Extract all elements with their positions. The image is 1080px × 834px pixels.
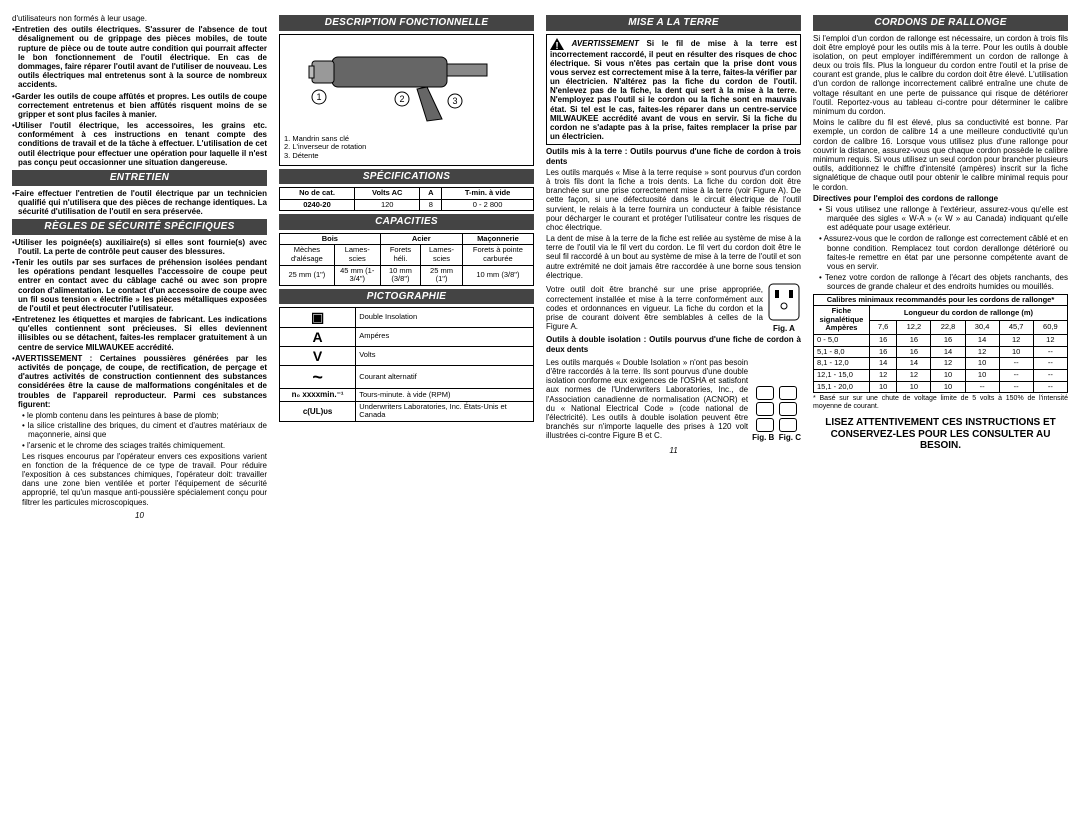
pictography-table: ▣Double Insolation AAmpéres VVolts ~Cour… bbox=[279, 307, 534, 421]
svg-text:!: ! bbox=[555, 41, 558, 50]
subbullet-lead: le plomb contenu dans les peintures à ba… bbox=[22, 411, 267, 420]
figure-a: Fig. A bbox=[767, 282, 801, 333]
capacities-table: BoisAcierMaçonnerie Mèches d'alésageLame… bbox=[279, 233, 534, 286]
sub1-heading: Outils mis à la terre : Outils pourvus d… bbox=[546, 147, 801, 165]
ext-p1: Si l'emploi d'un cordon de rallonge est … bbox=[813, 34, 1068, 117]
figures-bc: Fig. B Fig. C bbox=[752, 385, 801, 442]
sub1-p2: La dent de mise à la terre de la fiche e… bbox=[546, 234, 801, 280]
header-grounding: MISE A LA TERRE bbox=[546, 15, 801, 31]
sub2-heading: Outils à double isolation : Outils pourv… bbox=[546, 335, 801, 353]
bullet-aux-handle: Utiliser les poignée(s) auxiliaire(s) si… bbox=[12, 238, 267, 256]
gauge-table: Calibres minimaux recommandés pour les c… bbox=[813, 294, 1068, 394]
dir-3: Tenez votre cordon de rallonge à l'écart… bbox=[819, 273, 1068, 291]
subbullet-silica: la silice cristalline des briques, du ci… bbox=[22, 421, 267, 439]
directives-heading: Directives pour l'emploi des cordons de … bbox=[813, 194, 1068, 203]
header-extension: CORDONS DE RALLONGE bbox=[813, 15, 1068, 31]
header-description: DESCRIPTION FONCTIONNELLE bbox=[279, 15, 534, 31]
header-pictography: PICTOGRAPHIE bbox=[279, 289, 534, 305]
column-2: DESCRIPTION FONCTIONNELLE 1 2 3 1. Mandr… bbox=[279, 12, 534, 520]
dir-1: Si vous utilisez une rallonge à l'extéri… bbox=[819, 205, 1068, 233]
header-safety-rules: RÈGLES DE SÉCURITÉ SPÉCIFIQUES bbox=[12, 219, 267, 235]
grounding-warning: ! AVERTISSEMENT Si le fil de mise à la t… bbox=[546, 34, 801, 146]
ext-p2: Moins le calibre du fil est élevé, plus … bbox=[813, 118, 1068, 192]
svg-text:1: 1 bbox=[316, 92, 321, 102]
bullet-accessories: Utiliser l'outil électrique, les accesso… bbox=[12, 121, 267, 167]
bullet-dust-warning: AVERTISSEMENT : Certaines poussières gén… bbox=[12, 354, 267, 409]
table-footnote: * Basé sur sur une chute de voltage limi… bbox=[813, 395, 1068, 411]
callout-3: 3. Détente bbox=[284, 152, 529, 161]
specs-table: No de cat.Volts AC AT-min. à vide 0240-2… bbox=[279, 187, 534, 211]
header-specs: SPÉCIFICATIONS bbox=[279, 169, 534, 185]
column-3: MISE A LA TERRE ! AVERTISSEMENT Si le fi… bbox=[546, 12, 801, 520]
warning-icon: ! bbox=[550, 38, 564, 50]
page-number-left: 10 bbox=[12, 511, 267, 520]
sub1-p1: Les outils marqués « Mise à la terre req… bbox=[546, 168, 801, 232]
subbullet-arsenic: l'arsenic et le chrome des sciages trait… bbox=[22, 441, 267, 450]
page-number-right: 11 bbox=[546, 446, 801, 455]
svg-text:2: 2 bbox=[399, 94, 404, 104]
dir-2: Assurez-vous que le cordon de rallonge e… bbox=[819, 234, 1068, 271]
bullet-maintain: Entretien des outils électriques. S'assu… bbox=[12, 25, 267, 89]
bullet-insulated-grip: Tenir les outils par ses surfaces de pré… bbox=[12, 258, 267, 313]
callout-2: 2. L'inverseur de rotation bbox=[284, 143, 529, 152]
header-entretien: ENTRETIEN bbox=[12, 170, 267, 186]
bullet-sharp: Garder les outils de coupe affûtés et pr… bbox=[12, 92, 267, 120]
svg-text:3: 3 bbox=[452, 96, 457, 106]
bullet-service: Faire effectuer l'entretien de l'outil é… bbox=[12, 189, 267, 217]
sub2-p1: Les outils marqués « Double Isolation » … bbox=[546, 358, 748, 441]
column-1: d'utilisateurs non formés à leur usage. … bbox=[12, 12, 267, 520]
drill-illustration: 1 2 3 1. Mandrin sans clé 2. L'inverseur… bbox=[279, 34, 534, 166]
bullet-labels: Entretenez les étiquettes et marqies de … bbox=[12, 315, 267, 352]
risk-text: Les risques encourus par l'opérateur env… bbox=[22, 452, 267, 507]
final-notice: LISEZ ATTENTIVEMENT CES INSTRUCTIONS ET … bbox=[813, 417, 1068, 452]
drill-icon: 1 2 3 bbox=[307, 39, 507, 129]
sub1-p3: Votre outil doit être branché sur une pr… bbox=[546, 285, 763, 331]
header-capacities: CAPACITIES bbox=[279, 214, 534, 230]
intro-text: d'utilisateurs non formés à leur usage. bbox=[12, 14, 267, 23]
column-4: CORDONS DE RALLONGE Si l'emploi d'un cor… bbox=[813, 12, 1068, 520]
